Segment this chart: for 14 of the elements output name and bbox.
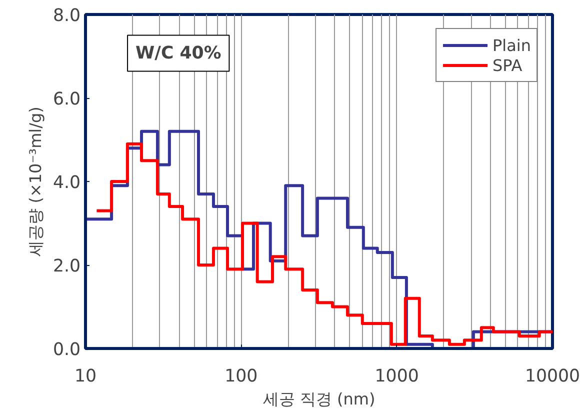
x-axis-title: 세공 직경 (nm) <box>262 390 376 408</box>
x-tick-label: 1000 <box>374 366 419 386</box>
x-tick-label: 10000 <box>524 366 580 386</box>
y-tick-label: 4.0 <box>52 173 81 193</box>
legend-label: SPA <box>492 56 522 74</box>
y-tick-label: 0.0 <box>52 340 81 360</box>
x-tick-label: 100 <box>224 366 258 386</box>
y-axis-title: 세공량 (×10⁻³ml/g) <box>26 106 45 256</box>
y-tick-label: 6.0 <box>52 90 81 110</box>
y-tick-label: 2.0 <box>52 256 81 276</box>
x-tick-label: 10 <box>74 366 97 386</box>
legend-label: Plain <box>492 36 531 54</box>
y-tick-label: 8.0 <box>52 6 81 26</box>
annotation: W/C 40% <box>136 43 222 64</box>
